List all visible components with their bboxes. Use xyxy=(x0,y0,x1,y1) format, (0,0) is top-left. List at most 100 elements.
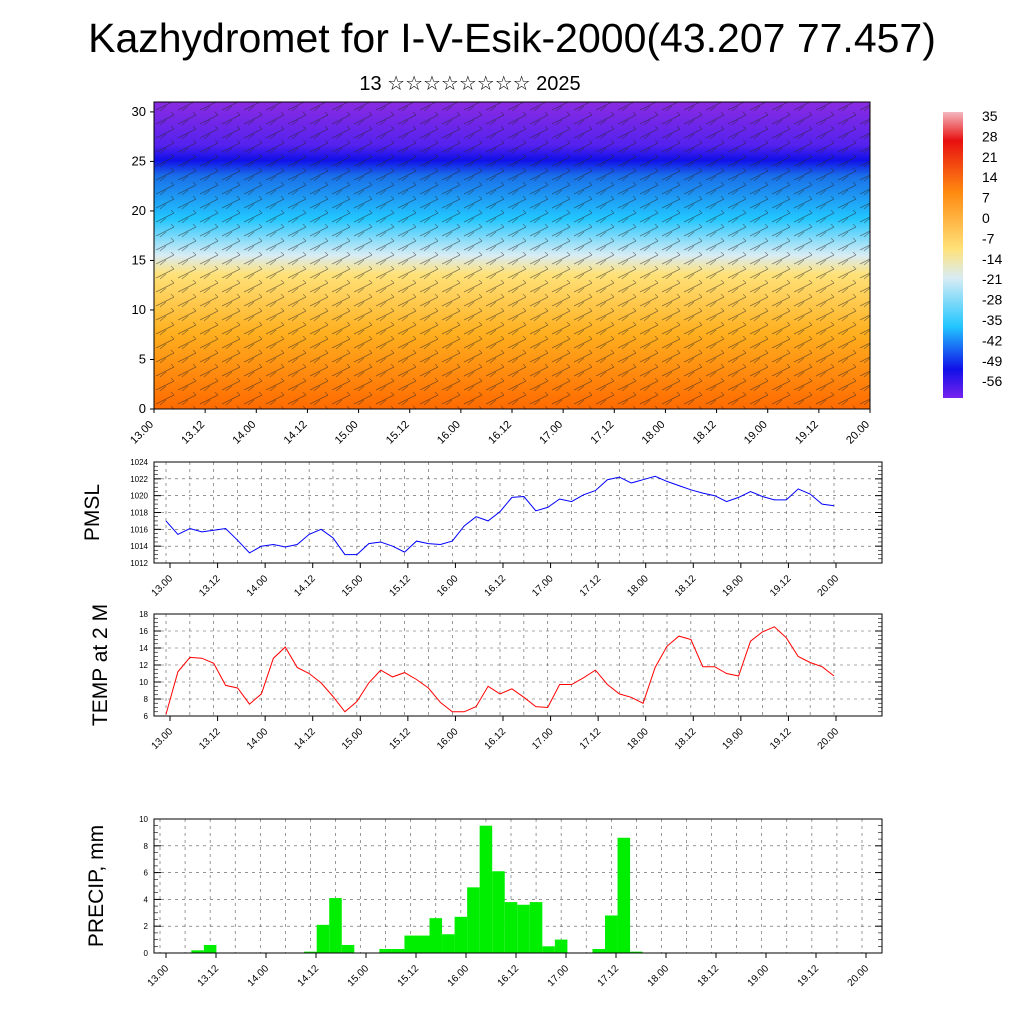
pmsl-panel: 1012 1014 1016 1018 1020 1022 1024 13.00 13.12 14… xyxy=(81,458,883,599)
y-tick-label: 12 xyxy=(139,661,148,670)
x-tick-label: 15.12 xyxy=(388,726,414,752)
y-tick-label: 6 xyxy=(144,712,149,721)
y-tick-label: 10 xyxy=(132,302,146,317)
x-tick-label: 13.00 xyxy=(150,726,176,752)
y-tick-label: 14 xyxy=(139,644,148,653)
colorbar-label: -49 xyxy=(982,353,1002,369)
x-tick-label: 16.12 xyxy=(483,726,509,752)
x-tick-label: 17.00 xyxy=(530,573,556,599)
x-tick-label: 18.00 xyxy=(646,963,672,989)
x-tick-label: 13.00 xyxy=(150,573,176,599)
x-tick-label: 14.12 xyxy=(296,963,322,989)
y-tick-label: 25 xyxy=(132,153,146,168)
colorbar-label: 14 xyxy=(982,169,998,185)
precip-bar xyxy=(304,951,317,953)
x-tick-label: 19.12 xyxy=(796,963,822,989)
x-tick-label: 17.00 xyxy=(537,419,565,447)
precip-bar xyxy=(542,946,555,953)
precip-bar xyxy=(617,837,631,953)
y-tick-label: 1020 xyxy=(130,492,148,501)
y-tick-label: 1018 xyxy=(130,509,148,518)
precip-bar xyxy=(492,871,505,953)
colorbar-label: 28 xyxy=(982,128,998,144)
colorbar-label: -21 xyxy=(982,271,1002,287)
x-tick-label: 15.00 xyxy=(333,419,361,447)
x-tick-label: 14.00 xyxy=(245,573,271,599)
y-axis-label: PRECIP, mm xyxy=(85,825,108,947)
y-tick-label: 10 xyxy=(139,678,148,687)
y-tick-label: 1012 xyxy=(130,559,148,568)
x-tick-label: 16.00 xyxy=(446,963,472,989)
x-tick-label: 17.00 xyxy=(530,726,556,752)
precip-bar xyxy=(316,924,330,953)
panel-frame xyxy=(153,461,883,564)
x-tick-label: 17.00 xyxy=(546,963,572,989)
y-tick-label: 8 xyxy=(144,695,149,704)
y-tick-label: 0 xyxy=(144,949,149,958)
precip-bar xyxy=(429,918,443,953)
colorbar-label: 21 xyxy=(982,149,998,165)
x-tick-label: 15.12 xyxy=(388,573,414,599)
x-tick-label: 13.00 xyxy=(128,419,156,447)
x-tick-label: 18.00 xyxy=(640,419,668,447)
precip-bar xyxy=(404,935,417,953)
x-tick-label: 16.12 xyxy=(496,963,522,989)
x-tick-label: 18.00 xyxy=(625,726,651,752)
precip-bar xyxy=(467,887,480,953)
y-tick-label: 4 xyxy=(144,895,149,904)
panel-frame xyxy=(153,613,883,717)
x-tick-label: 15.00 xyxy=(346,963,372,989)
precip-bar xyxy=(454,916,468,953)
x-tick-label: 16.00 xyxy=(435,573,461,599)
colorbar xyxy=(943,112,963,398)
temp-2m-line xyxy=(165,626,835,715)
precip-bar xyxy=(529,902,543,953)
y-tick-label: 15 xyxy=(132,252,146,267)
y-tick-label: 1022 xyxy=(130,475,148,484)
colorbar-label: -14 xyxy=(982,251,1002,267)
x-tick-label: 16.12 xyxy=(486,419,514,447)
x-tick-label: 18.12 xyxy=(691,419,719,447)
x-tick-label: 20.00 xyxy=(816,726,842,752)
x-tick-label: 19.12 xyxy=(793,419,821,447)
x-tick-label: 15.00 xyxy=(340,726,366,752)
x-tick-label: 15.12 xyxy=(384,419,412,447)
y-tick-label: 1024 xyxy=(130,458,148,467)
x-tick-label: 17.12 xyxy=(578,573,604,599)
x-tick-label: 19.00 xyxy=(721,573,747,599)
x-tick-label: 14.00 xyxy=(230,419,258,447)
wind-barbs xyxy=(154,102,870,409)
x-tick-label: 15.00 xyxy=(340,573,366,599)
x-tick-label: 20.00 xyxy=(816,573,842,599)
x-tick-label: 17.12 xyxy=(588,419,616,447)
x-tick-label: 13.12 xyxy=(197,573,223,599)
x-tick-label: 17.12 xyxy=(578,726,604,752)
x-tick-label: 13.12 xyxy=(179,419,207,447)
x-tick-label: 16.12 xyxy=(483,573,509,599)
x-tick-label: 18.12 xyxy=(673,726,699,752)
x-tick-label: 14.00 xyxy=(246,963,272,989)
colorbar-label: 7 xyxy=(982,190,990,206)
x-tick-label: 14.12 xyxy=(292,573,318,599)
precip-bar xyxy=(592,948,606,953)
x-tick-label: 15.12 xyxy=(396,963,422,989)
y-tick-label: 0 xyxy=(139,401,146,416)
panel-frame xyxy=(153,818,883,954)
precip-panel: 0 2 4 6 8 10 13.00 13.12 14.00 14.12 15.00 15.12 16.… xyxy=(85,815,883,989)
precip-bar xyxy=(504,902,518,953)
x-tick-label: 19.12 xyxy=(768,573,794,599)
colorbar-label: -56 xyxy=(982,373,1002,389)
x-tick-label: 13.12 xyxy=(196,963,222,989)
x-tick-label: 20.00 xyxy=(844,419,872,447)
y-tick-label: 1014 xyxy=(130,542,148,551)
pmsl-line xyxy=(165,475,835,556)
precip-bar xyxy=(379,948,392,953)
chart-subtitle: 13 ☆☆☆☆☆☆☆☆ 2025 xyxy=(359,73,581,95)
precip-bar xyxy=(630,951,643,953)
precip-bar xyxy=(605,915,618,953)
x-tick-label: 20.00 xyxy=(846,963,872,989)
x-tick-label: 17.12 xyxy=(596,963,622,989)
x-tick-label: 19.00 xyxy=(742,419,770,447)
precip-bar xyxy=(416,935,430,953)
